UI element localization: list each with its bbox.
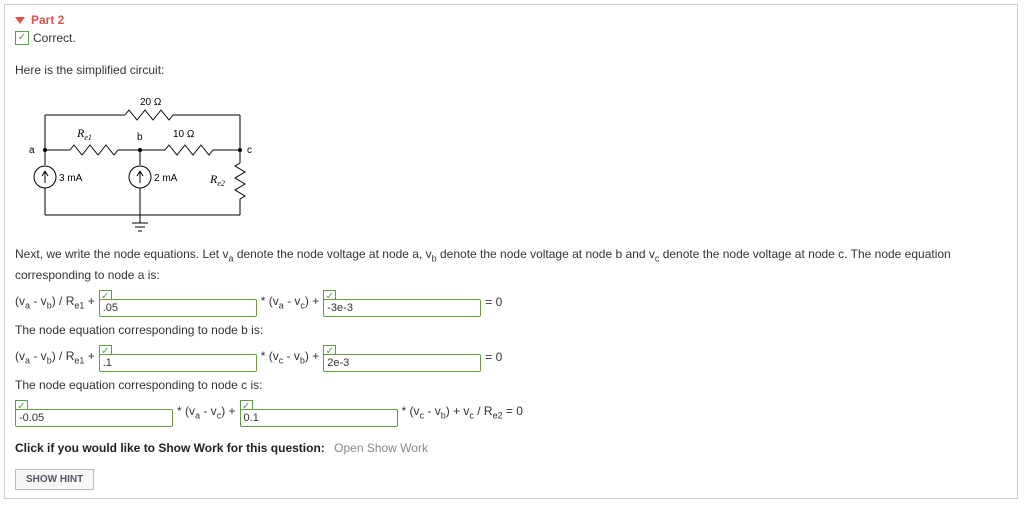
part-title: Part 2 (31, 13, 64, 27)
eq-b-field1[interactable]: ✓ .1 (99, 343, 257, 372)
eq-b-pre: (va - vb) / Re1 + (15, 349, 95, 365)
label-re2: Re2 (209, 172, 225, 188)
open-show-work-link[interactable]: Open Show Work (334, 441, 428, 455)
eq-c-field1[interactable]: ✓ -0.05 (15, 398, 173, 427)
eq-c-field2[interactable]: ✓ 0.1 (240, 398, 398, 427)
part-panel: Part 2 ✓ Correct. Here is the simplified… (4, 4, 1018, 499)
part-header[interactable]: Part 2 (15, 13, 1007, 27)
eq-a-field1[interactable]: ✓ .05 (99, 288, 257, 317)
label-node-a: a (29, 145, 35, 156)
label-i2: 2 mA (154, 173, 178, 184)
eq-c-mid1: * (va - vc) + (177, 404, 236, 420)
label-i1: 3 mA (59, 173, 83, 184)
eq-a-mid: * (va - vc) + (261, 294, 320, 310)
node-c-label: The node equation corresponding to node … (15, 376, 1007, 394)
collapse-icon (15, 17, 25, 24)
label-re1: Re1 (76, 126, 92, 142)
node-b-label: The node equation corresponding to node … (15, 321, 1007, 339)
equation-a: (va - vb) / Re1 + ✓ .05 * (va - vc) + ✓ … (15, 288, 1007, 317)
label-mid-res: 10 Ω (173, 129, 195, 140)
eq-a-pre: (va - vb) / Re1 + (15, 294, 95, 310)
eq-b-post: = 0 (485, 350, 502, 364)
circuit-diagram: 20 Ω a Re1 b 10 Ω c 3 mA (15, 85, 275, 235)
eq-b-field2[interactable]: ✓ 2e-3 (323, 343, 481, 372)
eq-a-field2[interactable]: ✓ -3e-3 (323, 288, 481, 317)
show-hint-button[interactable]: SHOW HINT (15, 469, 94, 490)
label-node-b: b (137, 132, 143, 143)
eq-c-mid2: * (vc - vb) + vc / Re2 = 0 (402, 404, 523, 420)
correct-label: Correct. (33, 31, 76, 45)
equation-b: (va - vb) / Re1 + ✓ .1 * (vc - vb) + ✓ 2… (15, 343, 1007, 372)
eq-b-mid: * (vc - vb) + (261, 349, 320, 365)
show-work-prompt: Click if you would like to Show Work for… (15, 441, 325, 455)
label-node-c: c (247, 145, 252, 156)
show-work-row: Click if you would like to Show Work for… (15, 441, 1007, 455)
node-intro: Next, we write the node equations. Let v… (15, 245, 1007, 284)
correct-indicator: ✓ Correct. (15, 31, 1007, 45)
equation-c: ✓ -0.05 * (va - vc) + ✓ 0.1 * (vc - vb) … (15, 398, 1007, 427)
check-icon: ✓ (15, 31, 29, 45)
label-top-res: 20 Ω (140, 97, 162, 108)
eq-a-post: = 0 (485, 295, 502, 309)
intro-text: Here is the simplified circuit: (15, 61, 1007, 79)
